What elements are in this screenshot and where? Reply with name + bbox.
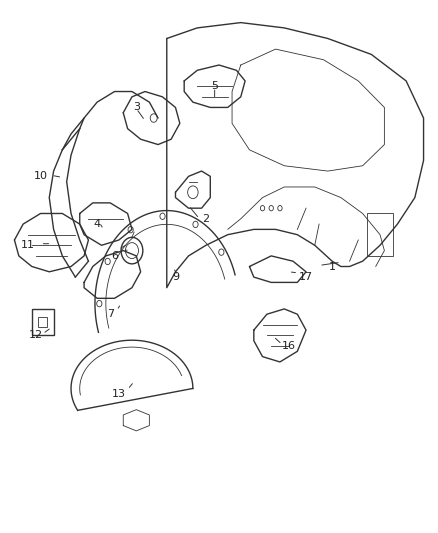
Text: 9: 9 bbox=[172, 272, 179, 282]
Text: 16: 16 bbox=[282, 341, 296, 351]
Text: 4: 4 bbox=[94, 219, 101, 229]
Text: 2: 2 bbox=[202, 214, 209, 224]
Text: 3: 3 bbox=[133, 102, 140, 112]
Text: 10: 10 bbox=[34, 172, 48, 181]
Text: 17: 17 bbox=[299, 272, 313, 282]
Text: 5: 5 bbox=[211, 81, 218, 91]
Text: 13: 13 bbox=[112, 389, 126, 399]
Text: 6: 6 bbox=[111, 251, 118, 261]
Text: 7: 7 bbox=[106, 309, 114, 319]
Text: 12: 12 bbox=[29, 330, 43, 341]
Text: 1: 1 bbox=[328, 262, 336, 271]
Text: 11: 11 bbox=[21, 240, 35, 251]
